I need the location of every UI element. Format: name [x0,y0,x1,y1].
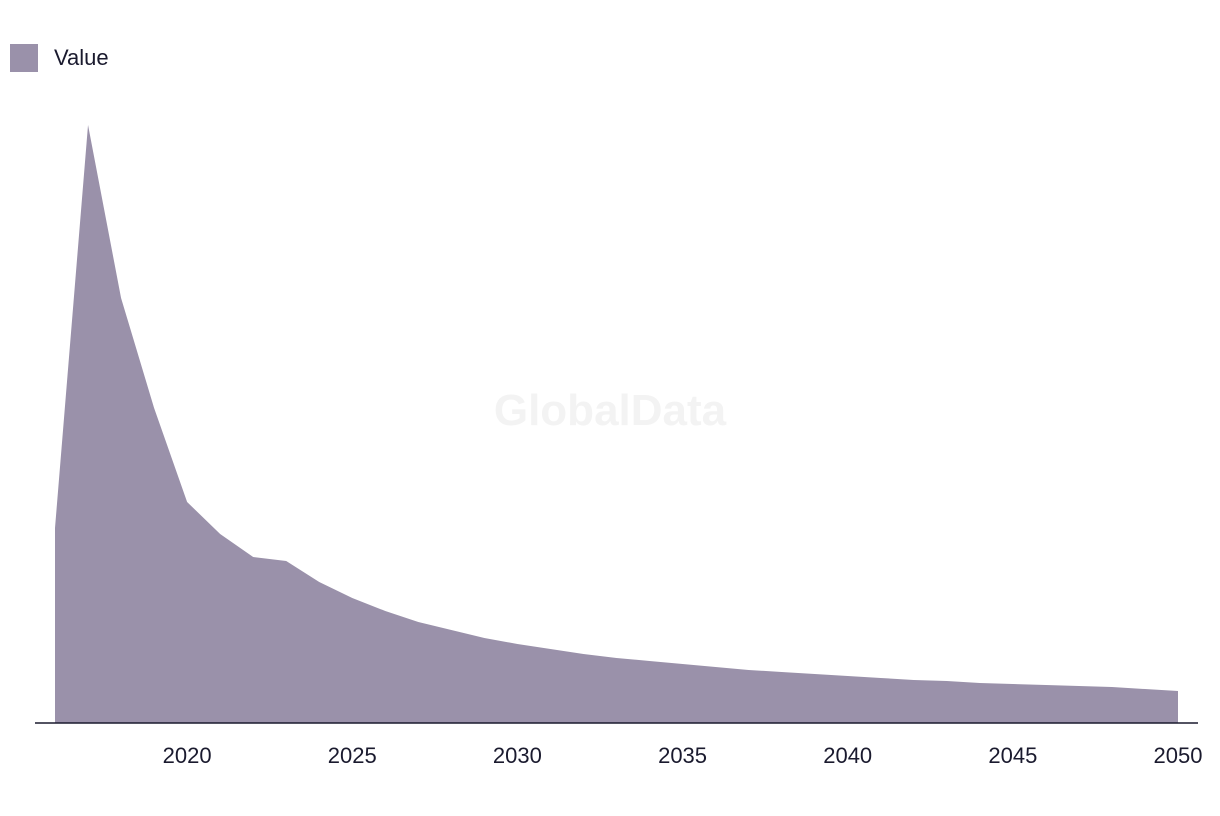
legend: Value [10,44,109,72]
x-tick-label: 2045 [988,743,1037,768]
x-tick-label: 2025 [328,743,377,768]
legend-swatch [10,44,38,72]
x-tick-label: 2050 [1154,743,1203,768]
x-tick-label: 2020 [163,743,212,768]
x-tick-label: 2035 [658,743,707,768]
area-series-value [55,125,1178,723]
x-tick-label: 2040 [823,743,872,768]
x-tick-label: 2030 [493,743,542,768]
watermark: GlobalData [494,386,727,435]
legend-label: Value [54,45,109,70]
x-axis-ticks: 2020 2025 2030 2035 2040 2045 2050 [163,743,1203,768]
